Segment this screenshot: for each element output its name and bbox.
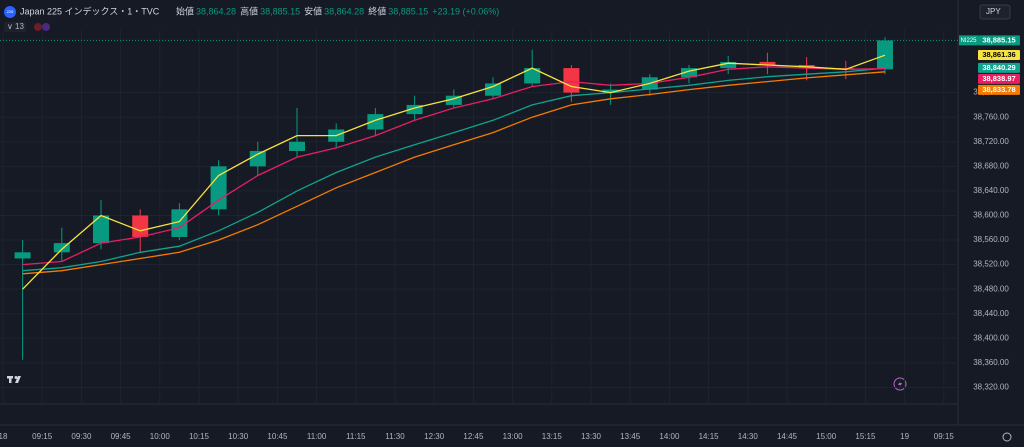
price-tag <box>978 73 1020 84</box>
x-tick-label: 19 <box>900 432 909 441</box>
x-tick-label: 15:15 <box>855 432 876 441</box>
y-tick-label: 38,680.00 <box>973 161 1009 170</box>
lightning-button[interactable] <box>893 377 907 391</box>
ohlc-label: 終値 <box>368 5 386 16</box>
x-tick-label: 13:15 <box>542 432 563 441</box>
price-tag <box>978 84 1020 95</box>
indicator-toggle[interactable] <box>4 22 26 32</box>
change: +23.19 (+0.06%) <box>432 6 499 16</box>
x-tick-label: 13:00 <box>503 432 524 441</box>
candle-body <box>249 150 266 167</box>
symbol-title[interactable]: Japan 225 インデックス・1・TVC <box>20 5 160 16</box>
ohlc-value: 38,885.15 <box>260 6 300 16</box>
ohlc-value: 38,885.15 <box>388 6 428 16</box>
y-tick-label: 38,760.00 <box>973 112 1009 121</box>
x-tick-label: 14:00 <box>659 432 680 441</box>
candle-body <box>445 95 462 105</box>
candle-body <box>720 61 737 69</box>
alert-icon[interactable] <box>34 23 42 31</box>
y-tick-label: 38,440.00 <box>973 309 1009 318</box>
x-tick-label: 13:45 <box>620 432 641 441</box>
x-tick-label: 09:15 <box>32 432 53 441</box>
x-tick-label: 10:30 <box>228 432 249 441</box>
x-tick-label: 14:30 <box>738 432 759 441</box>
price-tag-label: 38,885.15 <box>982 35 1015 44</box>
x-tick-label: 11:00 <box>307 432 327 441</box>
y-tick-label: 38,640.00 <box>973 186 1009 195</box>
x-tick-label: 13:30 <box>581 432 602 441</box>
lightning-icon <box>898 380 902 388</box>
ohlc-label: 高値 <box>240 5 258 16</box>
currency[interactable]: JPY <box>986 7 1001 16</box>
candle-body <box>210 166 227 210</box>
y-tick-label: 38,720.00 <box>973 137 1009 146</box>
currency-button[interactable] <box>979 4 1011 20</box>
y-tick-label: 38,560.00 <box>973 235 1009 244</box>
x-tick-label: 11:30 <box>385 432 405 441</box>
x-tick-label: 10:15 <box>189 432 210 441</box>
price-tag <box>978 62 1020 73</box>
candle-body <box>53 243 70 253</box>
indicator-count[interactable]: 13 <box>15 22 24 31</box>
x-tick-label: 10:00 <box>150 432 171 441</box>
candle-body <box>877 40 893 70</box>
candle-body <box>563 68 580 93</box>
x-tick-label: 11:15 <box>346 432 366 441</box>
ohlc-label: 安値 <box>304 5 322 16</box>
x-tick-label: 12:30 <box>424 432 445 441</box>
x-tick-label: 10:45 <box>267 432 288 441</box>
x-tick-label: 14:15 <box>699 432 720 441</box>
moving-average-line <box>22 54 886 290</box>
x-tick-label: 15:00 <box>816 432 837 441</box>
x-tick-label: 09:30 <box>71 432 92 441</box>
y-tick-label: 38,320.00 <box>973 383 1009 392</box>
price-tag-label: 38,833.78 <box>982 85 1015 94</box>
moving-average-line <box>22 67 886 272</box>
ohlc-value: 38,864.28 <box>196 6 236 16</box>
candle-body <box>289 141 305 151</box>
ohlc-label: 始値 <box>176 5 194 16</box>
candle-body <box>14 252 31 259</box>
x-tick-label: 09:15 <box>934 432 955 441</box>
y-tick-label: 38,600.00 <box>973 211 1009 220</box>
indicator-icon[interactable] <box>42 23 50 31</box>
price-tag <box>978 35 1020 46</box>
y-tick-label: 38,400.00 <box>973 333 1009 342</box>
x-tick-label: 12:45 <box>463 432 484 441</box>
ohlc-legend: 始値 38,864.28 高値 38,885.15 安値 38,864.28 終値 38,88… <box>176 5 499 16</box>
x-tick-label: 14:45 <box>777 432 798 441</box>
candle-body <box>132 215 149 237</box>
candle-body <box>485 83 501 96</box>
symbol-logo <box>4 6 16 18</box>
x-tick-label: 18 <box>0 432 8 441</box>
moving-average-line <box>22 66 886 266</box>
settings-button[interactable] <box>1002 432 1012 442</box>
y-tick-label: 38,480.00 <box>973 284 1009 293</box>
candle-body <box>367 114 384 130</box>
candle-body <box>602 89 619 93</box>
price-tag-name: NI225 <box>960 38 977 44</box>
moving-average-line <box>22 71 886 275</box>
candle-body <box>93 215 109 244</box>
x-tick-label: 09:45 <box>111 432 132 441</box>
price-tag-name-box <box>959 35 978 46</box>
price-tag-label: 38,838.97 <box>982 74 1015 83</box>
symbol-logo-text: 225 <box>7 9 14 14</box>
y-tick-label: 38,520.00 <box>973 260 1009 269</box>
price-tag <box>978 49 1020 60</box>
price-tag-label: 38,840.29 <box>982 63 1015 72</box>
candle-body <box>406 104 423 115</box>
price-tag-label: 38,861.36 <box>982 50 1015 59</box>
candle-body <box>524 68 541 84</box>
candle-body <box>759 61 776 66</box>
ohlc-value: 38,864.28 <box>324 6 364 16</box>
y-tick-label: 38,360.00 <box>973 358 1009 367</box>
candle-body <box>681 68 697 78</box>
tv-logo <box>7 376 21 383</box>
arrow: ∨ <box>7 22 13 31</box>
plot <box>0 30 958 404</box>
